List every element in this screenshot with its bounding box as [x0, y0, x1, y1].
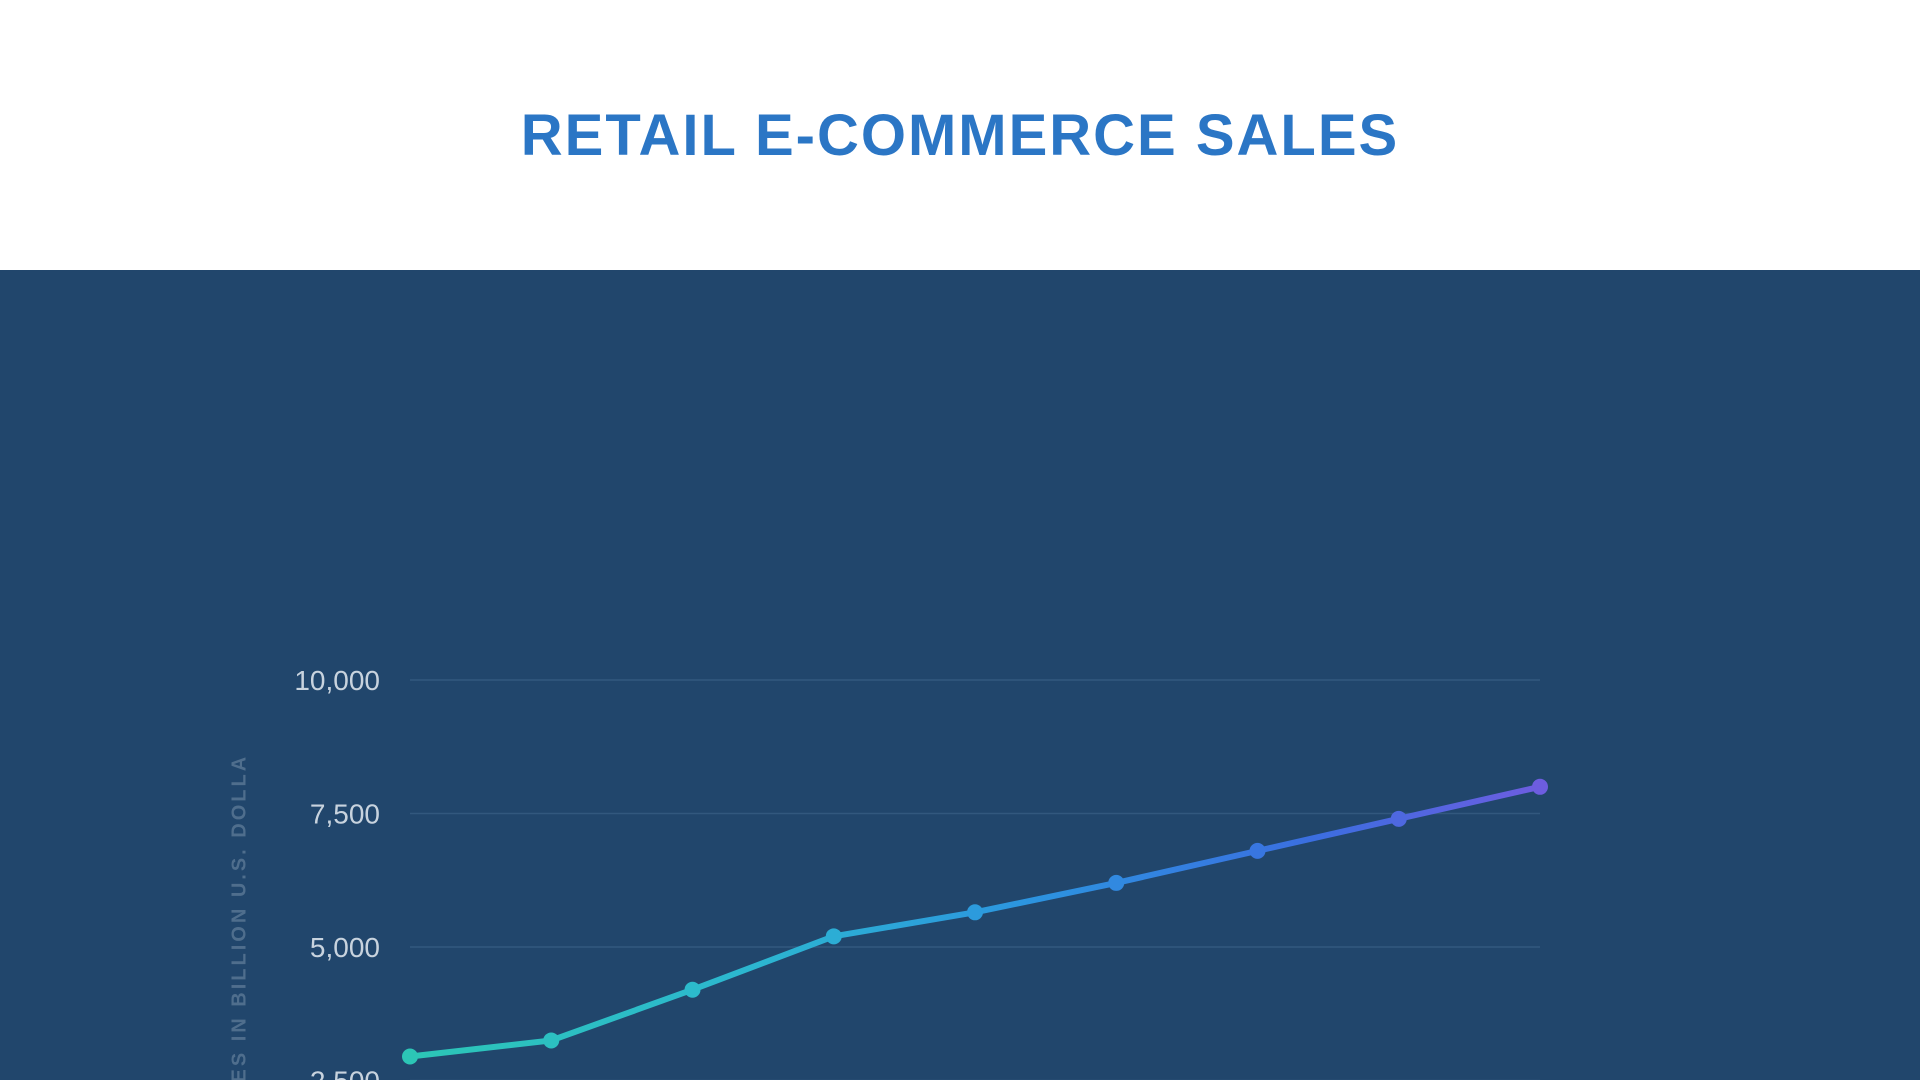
data-marker: [543, 1032, 559, 1048]
chart-title: RETAIL E-COMMERCE SALES: [521, 102, 1399, 169]
data-marker: [1250, 843, 1266, 859]
y-tick-label: 5,000: [310, 932, 380, 963]
data-marker: [1391, 811, 1407, 827]
y-tick-label: 2,500: [310, 1066, 380, 1080]
data-marker: [685, 982, 701, 998]
data-marker: [826, 928, 842, 944]
y-tick-label: 10,000: [294, 665, 380, 696]
data-marker: [1108, 875, 1124, 891]
page: RETAIL E-COMMERCE SALES SALES IN BILLION…: [0, 0, 1920, 1080]
y-tick-label: 7,500: [310, 799, 380, 830]
data-marker: [1532, 779, 1548, 795]
data-line: [410, 787, 1540, 1057]
data-marker: [402, 1048, 418, 1064]
chart-area: SALES IN BILLION U.S. DOLLA 02,5005,0007…: [0, 270, 1920, 1080]
data-marker: [967, 904, 983, 920]
header: RETAIL E-COMMERCE SALES: [0, 0, 1920, 270]
line-chart: 02,5005,0007,50010,000201820192020202120…: [0, 270, 1920, 1080]
